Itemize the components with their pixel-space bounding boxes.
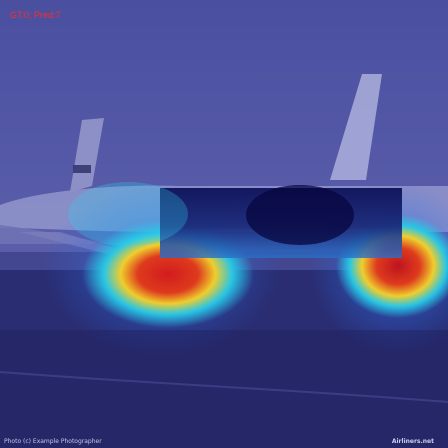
left-plane-tail-mark <box>73 165 91 173</box>
gt-pred-label: GT:0, Pred:7 <box>10 10 61 20</box>
photo-credit-left: Photo (c) Example Photographer <box>4 438 102 445</box>
right-plane-tail <box>330 74 382 180</box>
bottom-vignette <box>0 330 448 448</box>
photo-credit-right: Airliners.net <box>391 438 434 445</box>
dark-box-core <box>246 185 354 245</box>
left-plane-tail <box>70 118 104 192</box>
heat-cyan-glow <box>68 182 188 246</box>
taxi-line <box>0 371 448 403</box>
